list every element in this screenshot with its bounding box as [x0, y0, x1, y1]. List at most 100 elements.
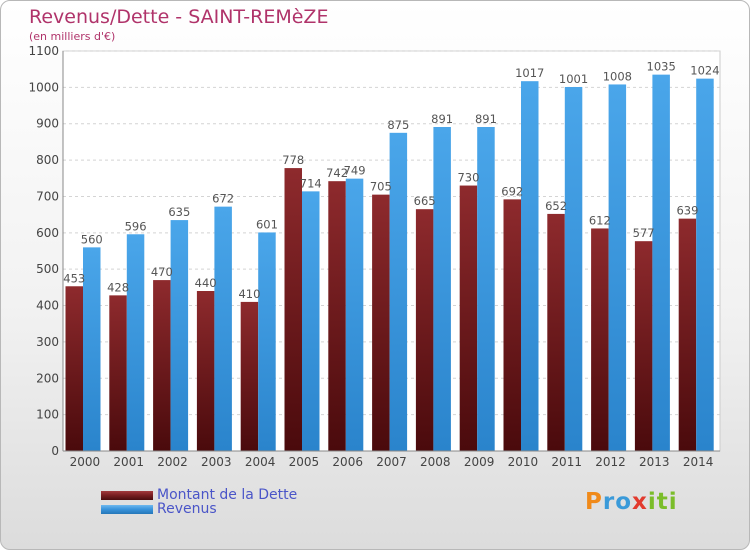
- y-tick-label: 1100: [28, 44, 59, 58]
- x-tick-label: 2003: [201, 455, 232, 469]
- data-label-revenus: 1008: [603, 69, 632, 83]
- bar-revenus: [696, 78, 714, 452]
- bar-dette: [328, 181, 346, 451]
- data-label-revenus: 1035: [647, 60, 676, 74]
- y-tick-label: 600: [36, 226, 59, 240]
- data-label-revenus: 672: [212, 192, 234, 206]
- bar-dette: [415, 209, 434, 451]
- data-label-dette: 577: [633, 226, 655, 240]
- y-tick-label: 0: [51, 444, 59, 458]
- legend-label-revenus: Revenus: [157, 501, 217, 517]
- bar-revenus: [258, 232, 276, 451]
- bar-dette: [153, 280, 171, 451]
- data-label-dette: 453: [63, 271, 85, 285]
- data-label-dette: 639: [676, 204, 698, 218]
- logo-letter: P: [585, 489, 603, 515]
- bar-revenus: [477, 127, 495, 451]
- x-tick-label: 2010: [508, 455, 539, 469]
- data-label-dette: 778: [282, 153, 304, 167]
- y-tick-label: 900: [36, 117, 59, 131]
- logo-letter: i: [647, 489, 657, 515]
- y-tick-label: 1000: [28, 80, 59, 94]
- data-label-dette: 652: [545, 199, 567, 213]
- chart-title: Revenus/Dette - SAINT-REMèZE: [29, 6, 329, 28]
- bar-revenus: [389, 132, 408, 451]
- data-label-dette: 730: [457, 171, 479, 185]
- bar-revenus: [126, 234, 145, 451]
- y-tick-label: 800: [36, 153, 59, 167]
- data-label-dette: 705: [370, 180, 392, 194]
- data-label-dette: 410: [238, 287, 260, 301]
- data-label-revenus: 560: [81, 232, 103, 246]
- x-tick-label: 2014: [683, 455, 714, 469]
- y-tick-label: 500: [36, 262, 59, 276]
- data-label-revenus: 891: [431, 112, 453, 126]
- bar-revenus: [170, 220, 189, 451]
- legend-swatch-dette: [101, 490, 153, 500]
- bar-revenus: [302, 191, 320, 451]
- data-label-dette: 692: [501, 184, 523, 198]
- data-label-revenus: 749: [344, 164, 366, 178]
- bar-revenus: [345, 178, 364, 452]
- logo-letter: r: [602, 489, 616, 515]
- data-label-revenus: 635: [168, 205, 190, 219]
- bar-revenus: [433, 127, 451, 451]
- bar-dette: [284, 168, 302, 451]
- data-label-dette: 612: [589, 213, 611, 227]
- x-tick-label: 2007: [376, 455, 407, 469]
- logo-letter: x: [632, 489, 648, 515]
- bar-dette: [503, 199, 521, 451]
- data-label-revenus: 714: [300, 176, 322, 190]
- bar-revenus: [214, 206, 232, 451]
- data-label-dette: 665: [414, 194, 436, 208]
- bar-dette: [109, 295, 127, 451]
- x-tick-label: 2000: [70, 455, 101, 469]
- legend-item-revenus: Revenus: [101, 501, 217, 517]
- bar-revenus: [521, 81, 539, 451]
- legend-item-dette: Montant de la Dette: [101, 487, 297, 503]
- y-tick-label: 200: [36, 371, 59, 385]
- logo-letter: o: [615, 489, 633, 515]
- logo-letter: t: [656, 489, 669, 515]
- bar-dette: [591, 228, 609, 451]
- legend-label-dette: Montant de la Dette: [157, 487, 298, 503]
- x-tick-label: 2009: [464, 455, 495, 469]
- x-tick-label: 2004: [245, 455, 276, 469]
- bar-dette: [459, 185, 478, 451]
- y-tick-label: 300: [36, 335, 59, 349]
- chart-subtitle: (en milliers d'€): [29, 30, 116, 43]
- x-tick-label: 2005: [289, 455, 320, 469]
- bar-dette: [240, 301, 259, 451]
- bar-dette: [372, 194, 390, 452]
- bar-revenus: [83, 247, 101, 451]
- data-label-dette: 742: [326, 166, 348, 180]
- data-label-revenus: 601: [256, 217, 278, 231]
- x-tick-label: 2001: [113, 455, 144, 469]
- proxiti-logo: Proxiti: [585, 489, 678, 515]
- bar-revenus: [608, 84, 627, 452]
- x-tick-label: 2012: [595, 455, 626, 469]
- data-label-revenus: 891: [475, 112, 497, 126]
- data-label-revenus: 596: [125, 219, 147, 233]
- bar-dette: [678, 218, 697, 451]
- bar-dette: [547, 213, 565, 451]
- data-label-dette: 428: [107, 280, 129, 294]
- y-tick-label: 700: [36, 189, 59, 203]
- y-tick-label: 100: [36, 408, 59, 422]
- bar-revenus: [652, 74, 670, 452]
- x-tick-label: 2011: [551, 455, 582, 469]
- data-label-revenus: 1001: [559, 72, 588, 86]
- y-tick-label: 400: [36, 299, 59, 313]
- x-tick-label: 2002: [157, 455, 188, 469]
- data-label-dette: 440: [195, 276, 217, 290]
- data-label-revenus: 1024: [690, 64, 719, 78]
- bar-dette: [196, 291, 215, 451]
- x-tick-label: 2006: [332, 455, 363, 469]
- x-tick-label: 2008: [420, 455, 451, 469]
- data-label-revenus: 1017: [515, 66, 544, 80]
- data-label-revenus: 875: [387, 118, 409, 132]
- legend-swatch-revenus: [101, 504, 153, 514]
- bar-dette: [634, 241, 653, 451]
